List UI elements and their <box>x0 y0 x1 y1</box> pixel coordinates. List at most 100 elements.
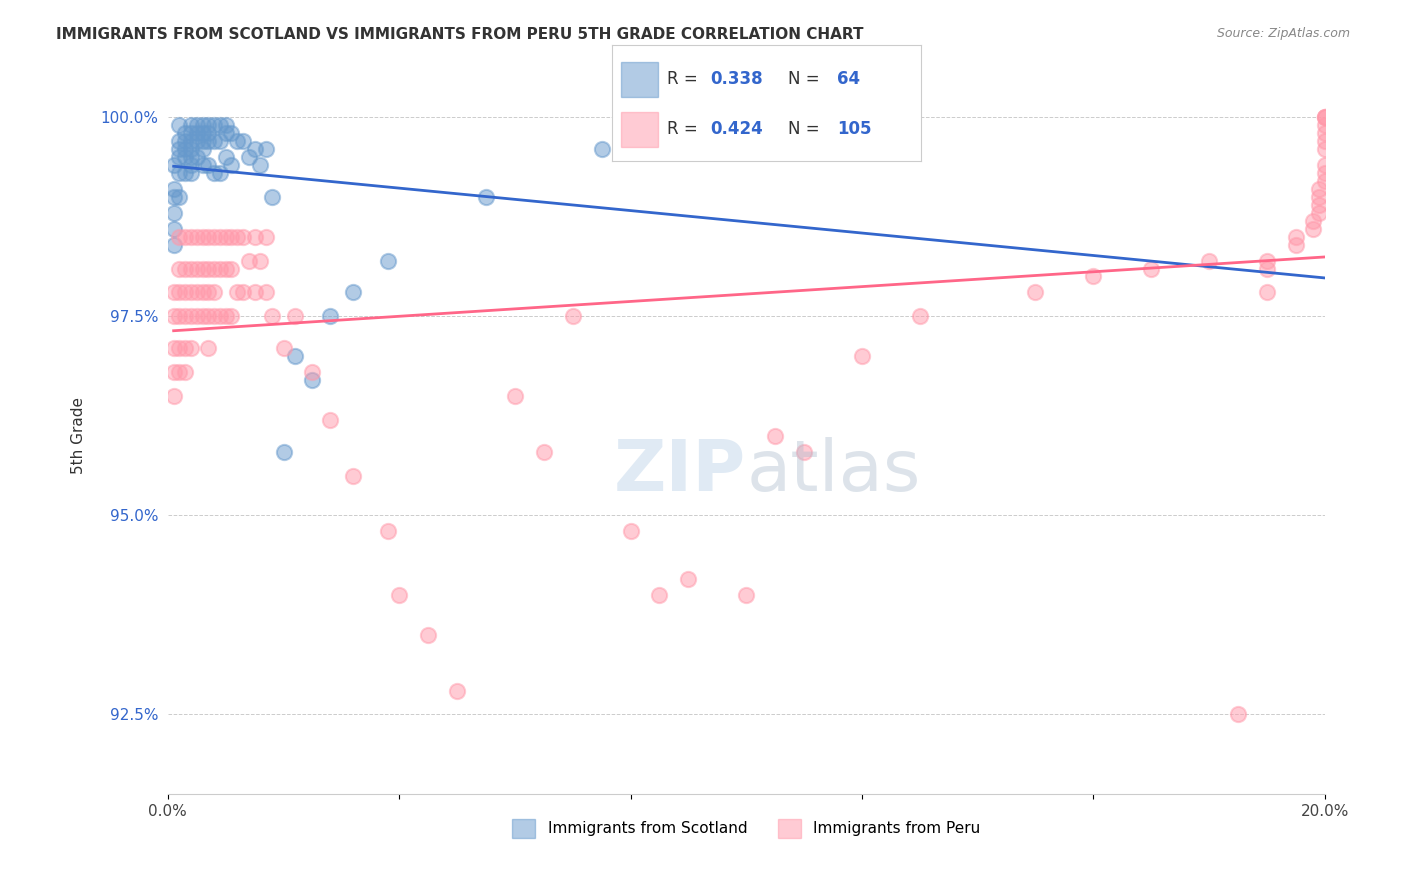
Point <box>1313 158 1336 172</box>
Y-axis label: 5th Grade: 5th Grade <box>72 397 86 475</box>
Point <box>202 285 225 300</box>
Point <box>591 142 613 156</box>
Point <box>174 126 197 140</box>
Point <box>232 229 254 244</box>
Point <box>191 134 214 148</box>
Point <box>169 310 191 324</box>
Point <box>388 588 411 602</box>
Point <box>169 365 191 379</box>
Point <box>186 118 208 132</box>
Point <box>1313 134 1336 148</box>
Point <box>180 285 202 300</box>
Point <box>238 150 260 164</box>
Point <box>908 310 931 324</box>
Point <box>191 285 214 300</box>
Point <box>221 310 243 324</box>
Point <box>174 341 197 355</box>
Point <box>446 683 468 698</box>
Point <box>197 158 219 172</box>
Text: N =: N = <box>787 120 825 138</box>
Point <box>202 134 225 148</box>
Point <box>202 166 225 180</box>
Point <box>197 285 219 300</box>
Point <box>221 229 243 244</box>
Point <box>1313 126 1336 140</box>
Point <box>174 261 197 276</box>
Point <box>1256 261 1278 276</box>
Point <box>226 285 249 300</box>
Point <box>180 166 202 180</box>
Point <box>1313 110 1336 124</box>
Text: R =: R = <box>668 70 703 88</box>
Point <box>186 229 208 244</box>
Point <box>273 444 295 458</box>
Point <box>1256 253 1278 268</box>
Point <box>208 134 231 148</box>
Point <box>186 126 208 140</box>
Point <box>174 365 197 379</box>
Text: 0.424: 0.424 <box>710 120 763 138</box>
Point <box>186 150 208 164</box>
Point <box>208 310 231 324</box>
Point <box>503 389 526 403</box>
Point <box>191 126 214 140</box>
Point <box>215 126 238 140</box>
Point <box>191 310 214 324</box>
Point <box>180 118 202 132</box>
Point <box>191 158 214 172</box>
Point <box>180 142 202 156</box>
Text: IMMIGRANTS FROM SCOTLAND VS IMMIGRANTS FROM PERU 5TH GRADE CORRELATION CHART: IMMIGRANTS FROM SCOTLAND VS IMMIGRANTS F… <box>56 27 863 42</box>
Point <box>180 134 202 148</box>
Point <box>284 310 307 324</box>
Point <box>169 285 191 300</box>
Point <box>202 118 225 132</box>
Point <box>1308 206 1330 220</box>
Point <box>197 126 219 140</box>
Point <box>202 261 225 276</box>
Point <box>763 428 786 442</box>
Point <box>793 444 815 458</box>
Point <box>232 285 254 300</box>
Point <box>1285 229 1308 244</box>
Bar <box>621 62 658 96</box>
Point <box>1024 285 1046 300</box>
Point <box>169 190 191 204</box>
Point <box>221 261 243 276</box>
Point <box>174 310 197 324</box>
Point <box>1083 269 1105 284</box>
Point <box>1302 213 1324 227</box>
Point <box>174 142 197 156</box>
Point <box>186 134 208 148</box>
Point <box>1308 182 1330 196</box>
Point <box>180 261 202 276</box>
Point <box>174 150 197 164</box>
Text: 0.338: 0.338 <box>710 70 763 88</box>
Point <box>284 349 307 363</box>
Point <box>342 285 364 300</box>
Point <box>208 118 231 132</box>
Point <box>197 229 219 244</box>
Point <box>215 261 238 276</box>
Point <box>162 158 184 172</box>
Point <box>197 118 219 132</box>
Point <box>260 190 283 204</box>
Text: 64: 64 <box>838 70 860 88</box>
Point <box>162 190 184 204</box>
Point <box>533 444 555 458</box>
Point <box>254 229 277 244</box>
Point <box>169 150 191 164</box>
Point <box>221 158 243 172</box>
Point <box>851 118 873 132</box>
Point <box>678 572 700 586</box>
Point <box>1308 198 1330 212</box>
Point <box>319 413 342 427</box>
Point <box>851 349 873 363</box>
Point <box>162 182 184 196</box>
Text: N =: N = <box>787 70 825 88</box>
Point <box>416 628 439 642</box>
Point <box>1313 110 1336 124</box>
Point <box>180 341 202 355</box>
Legend: Immigrants from Scotland, Immigrants from Peru: Immigrants from Scotland, Immigrants fro… <box>506 813 986 844</box>
Point <box>249 158 271 172</box>
Point <box>648 588 671 602</box>
